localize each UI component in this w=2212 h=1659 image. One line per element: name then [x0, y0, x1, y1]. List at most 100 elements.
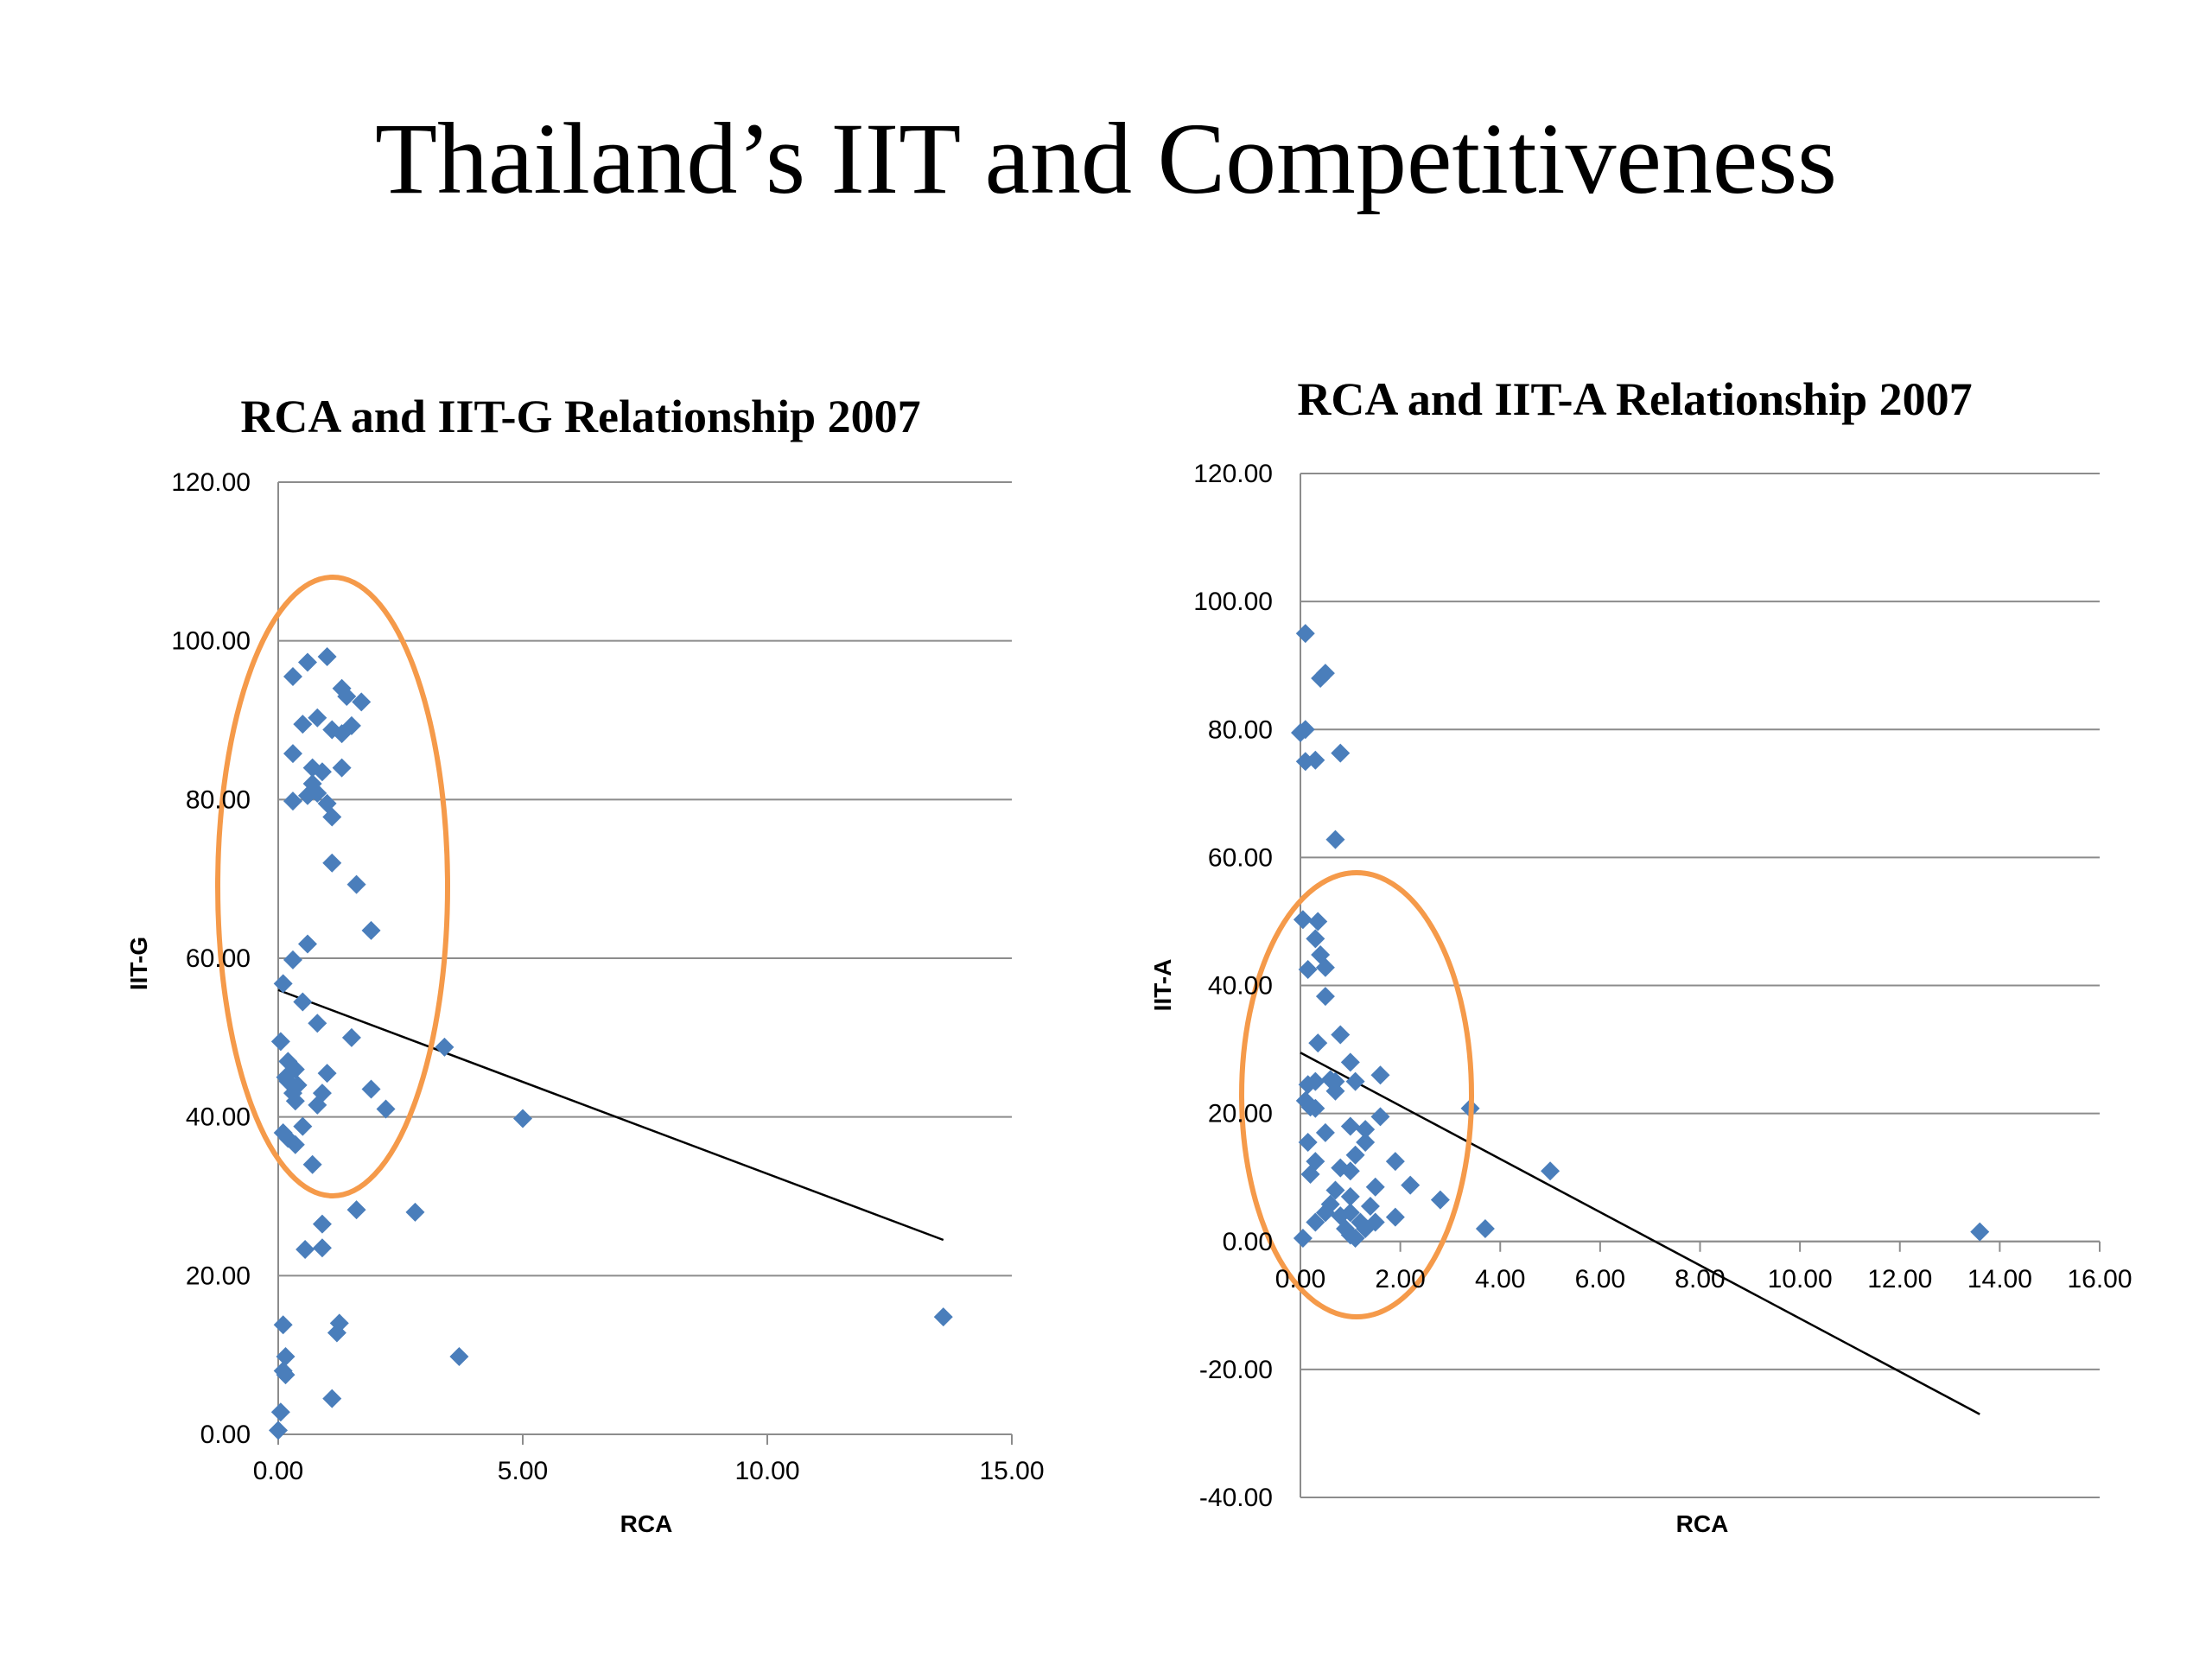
data-point	[283, 744, 302, 764]
data-point	[327, 1323, 346, 1343]
x-axis-label: RCA	[620, 1510, 673, 1537]
data-point	[308, 783, 327, 803]
data-point	[273, 1315, 293, 1335]
trendline	[1300, 1052, 1980, 1415]
x-tick-label: 8.00	[1675, 1265, 1725, 1294]
data-point	[1365, 1177, 1385, 1197]
y-tick-label: 80.00	[1208, 715, 1273, 744]
data-point	[1306, 929, 1325, 949]
y-tick-label: 100.00	[171, 627, 251, 656]
data-point	[1315, 664, 1335, 683]
data-point	[1306, 1098, 1325, 1118]
data-point	[276, 1365, 296, 1385]
data-point	[317, 647, 337, 667]
data-point	[341, 715, 361, 735]
data-point	[346, 874, 366, 894]
data-point	[1320, 1194, 1340, 1214]
y-tick-label: 60.00	[1208, 843, 1273, 872]
y-tick-label: 20.00	[186, 1262, 251, 1290]
y-tick-label: 120.00	[1193, 460, 1273, 488]
data-point	[1325, 1081, 1345, 1101]
data-point	[1308, 1033, 1328, 1053]
x-axis-label: RCA	[1676, 1510, 1729, 1537]
data-point	[1295, 752, 1315, 772]
data-point	[1345, 1145, 1365, 1165]
data-point	[1315, 1122, 1335, 1142]
data-point	[1401, 1175, 1421, 1195]
data-point	[435, 1037, 454, 1057]
x-tick-label: 16.00	[2067, 1265, 2132, 1294]
data-point	[1385, 1207, 1405, 1227]
data-point	[1370, 1107, 1390, 1127]
data-point	[449, 1347, 469, 1367]
data-point	[933, 1307, 953, 1327]
data-point	[1306, 1152, 1325, 1172]
x-tick-label: 6.00	[1575, 1265, 1625, 1294]
data-point	[1300, 1164, 1320, 1184]
iit-g-scatter-chart: RCA and IIT-G Relationship 2007 0.00 20.0…	[125, 391, 1045, 1537]
data-point	[1345, 1071, 1365, 1091]
data-point	[308, 1095, 327, 1115]
data-point	[1306, 1071, 1325, 1091]
data-point	[283, 950, 302, 969]
data-point	[361, 920, 381, 940]
data-point	[361, 1079, 381, 1099]
data-point	[1308, 912, 1328, 931]
trendline	[277, 988, 944, 1242]
data-point	[1475, 1218, 1495, 1238]
data-point	[1298, 959, 1318, 979]
data-point	[1356, 1218, 1376, 1238]
data-point	[1340, 1225, 1360, 1245]
data-point	[1970, 1222, 1990, 1242]
data-point	[1300, 1097, 1320, 1117]
y-tick-label: 60.00	[186, 944, 251, 973]
x-tick-label: 2.00	[1375, 1265, 1425, 1294]
data-point	[1291, 722, 1310, 742]
data-point	[1331, 1025, 1351, 1045]
y-tick-label: 40.00	[186, 1103, 251, 1132]
data-point	[1311, 944, 1331, 964]
data-point	[270, 1032, 290, 1052]
y-tick-label: 20.00	[1208, 1100, 1273, 1128]
data-point	[293, 1116, 313, 1136]
data-point	[285, 1091, 305, 1111]
data-point	[1356, 1132, 1376, 1152]
data-point	[346, 1200, 366, 1220]
data-point	[1340, 1203, 1360, 1223]
y-axis-label: IIT-G	[125, 937, 152, 990]
data-point	[296, 1240, 315, 1260]
data-point	[1298, 1075, 1318, 1095]
data-point	[1315, 957, 1335, 977]
data-point	[1298, 1132, 1318, 1152]
slide-title: Thailand’s IIT and Competitiveness	[374, 102, 1838, 215]
x-tick-label: 12.00	[1867, 1265, 1932, 1294]
data-point	[276, 1347, 296, 1367]
x-tick-label: 10.00	[734, 1457, 799, 1485]
data-point	[1293, 910, 1313, 930]
data-point	[1331, 1158, 1351, 1178]
data-point	[1295, 720, 1315, 740]
data-point	[317, 1064, 337, 1084]
chart-title: RCA and IIT-G Relationship 2007	[240, 391, 920, 442]
y-tick-label: -40.00	[1199, 1484, 1273, 1512]
x-tick-label: 0.00	[1275, 1265, 1325, 1294]
data-point	[308, 708, 327, 728]
data-point	[312, 762, 332, 782]
data-point	[312, 1214, 332, 1234]
x-tick-label: 5.00	[498, 1457, 548, 1485]
data-point	[322, 807, 342, 827]
x-tick-label: 4.00	[1475, 1265, 1525, 1294]
data-point	[322, 1389, 342, 1408]
y-tick-label: -20.00	[1199, 1356, 1273, 1384]
y-axis-label: IIT-A	[1149, 959, 1176, 1012]
data-point	[1340, 1052, 1360, 1072]
data-point	[1331, 743, 1351, 763]
data-point	[1293, 1229, 1313, 1249]
data-point	[332, 758, 352, 778]
chart-title: RCA and IIT-A Relationship 2007	[1297, 373, 1972, 425]
data-point	[283, 666, 302, 686]
data-point	[1315, 1203, 1335, 1223]
highlight-ellipse	[215, 575, 450, 1198]
data-point	[405, 1202, 425, 1222]
data-point	[312, 1238, 332, 1258]
